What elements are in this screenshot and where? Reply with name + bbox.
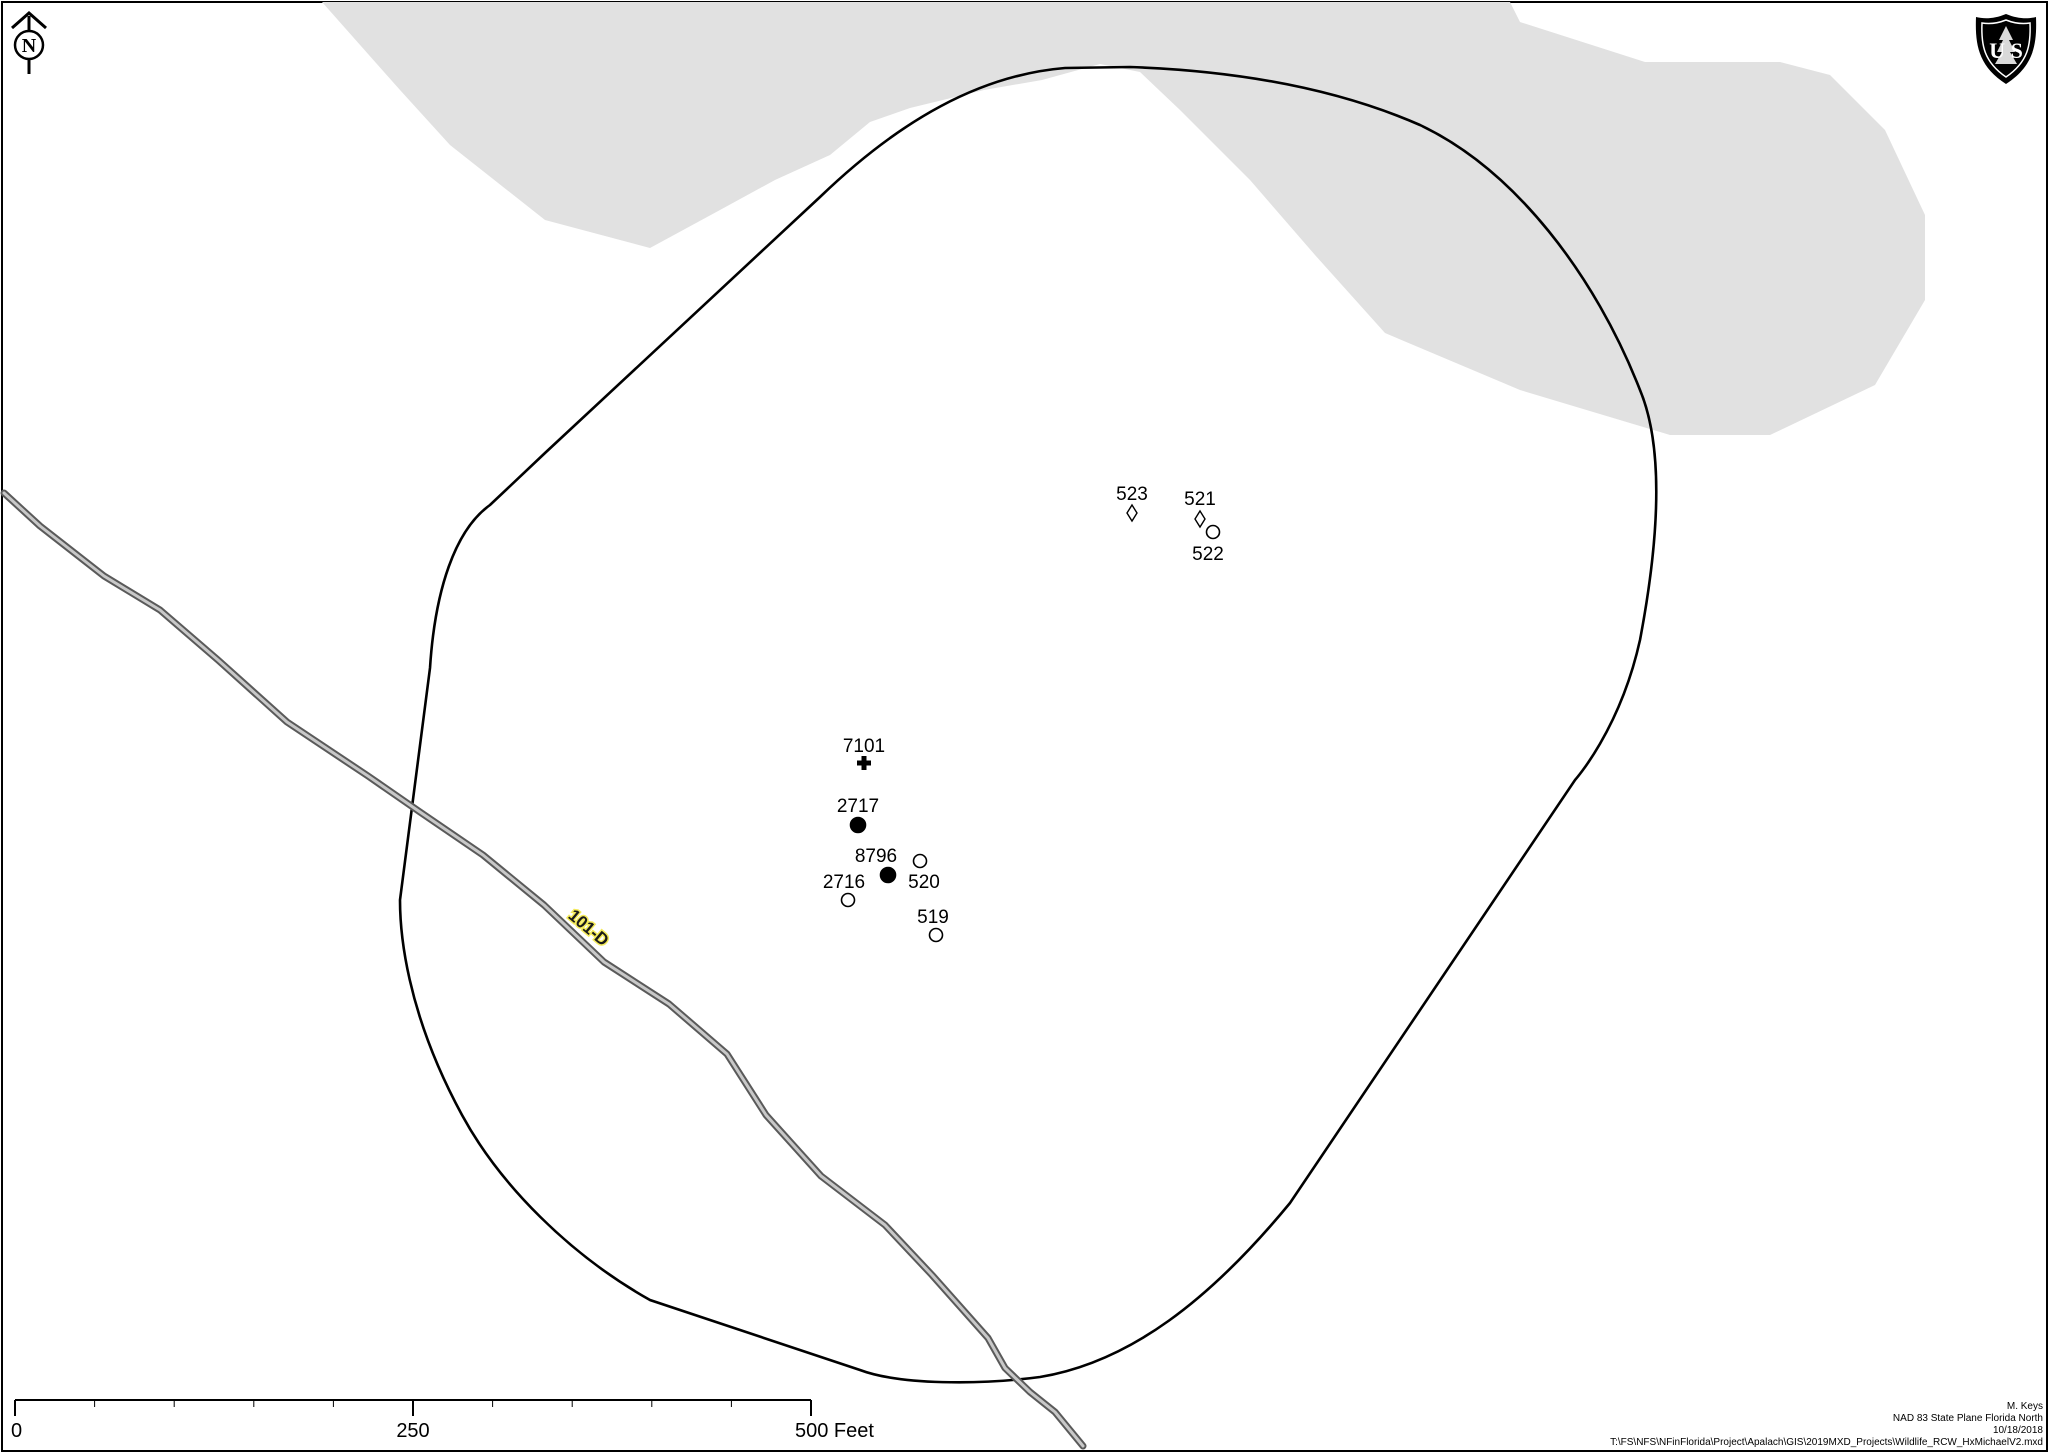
road-101-d: 101-D <box>0 489 1087 1450</box>
point-8796[interactable]: 8796 <box>855 846 897 884</box>
map-metadata: M. Keys NAD 83 State Plane Florida North… <box>1610 1401 2043 1449</box>
author-text: M. Keys <box>2006 1401 2043 1412</box>
point-label-522: 522 <box>1192 544 1224 565</box>
open-circle-icon <box>928 927 944 943</box>
logo-lettering: U S <box>1989 38 2023 63</box>
usfs-shield-icon: U S <box>1975 14 2037 84</box>
cross-icon <box>857 756 871 770</box>
filled-circle-icon <box>879 866 897 884</box>
scale-label-500: 500 Feet <box>795 1420 874 1442</box>
open-circle-icon <box>1205 524 1221 540</box>
date-text: 10/18/2018 <box>1992 1425 2043 1436</box>
open-circle-icon <box>840 892 856 908</box>
point-label-520: 520 <box>908 872 940 893</box>
open-diamond-icon <box>1194 509 1206 529</box>
scale-bar: 0 250 500 Feet <box>11 1399 874 1442</box>
point-label-521: 521 <box>1184 489 1216 510</box>
point-label-8796: 8796 <box>855 846 897 867</box>
open-circle-icon <box>912 853 928 869</box>
point-520[interactable]: 520 <box>908 853 940 894</box>
point-521[interactable]: 521 <box>1184 489 1216 529</box>
point-522[interactable]: 522 <box>1192 524 1224 566</box>
point-2716[interactable]: 2716 <box>823 872 865 908</box>
point-7101[interactable]: 7101 <box>843 736 885 770</box>
point-label-2717: 2717 <box>837 796 879 817</box>
point-label-7101: 7101 <box>843 736 885 757</box>
scale-label-0: 0 <box>11 1420 22 1442</box>
point-519[interactable]: 519 <box>917 907 949 943</box>
filled-circle-icon <box>849 816 867 834</box>
scale-label-250: 250 <box>396 1420 429 1442</box>
north-arrow: N <box>11 10 47 74</box>
shaded-area <box>322 2 1925 435</box>
point-label-523: 523 <box>1116 484 1148 505</box>
file-path-text: T:\FS\NFS\NFinFlorida\Project\Apalach\GI… <box>1610 1437 2043 1448</box>
north-arrow-letter: N <box>22 35 37 57</box>
open-diamond-icon <box>1126 503 1138 523</box>
buffer-boundary <box>398 65 1658 1384</box>
point-label-2716: 2716 <box>823 872 865 893</box>
point-label-519: 519 <box>917 907 949 928</box>
point-2717[interactable]: 2717 <box>837 796 879 834</box>
projection-text: NAD 83 State Plane Florida North <box>1892 1413 2043 1424</box>
point-523[interactable]: 523 <box>1116 484 1148 523</box>
point-features: 523 521 522 7101 2717 8796 520 2716 519 <box>823 484 1224 943</box>
